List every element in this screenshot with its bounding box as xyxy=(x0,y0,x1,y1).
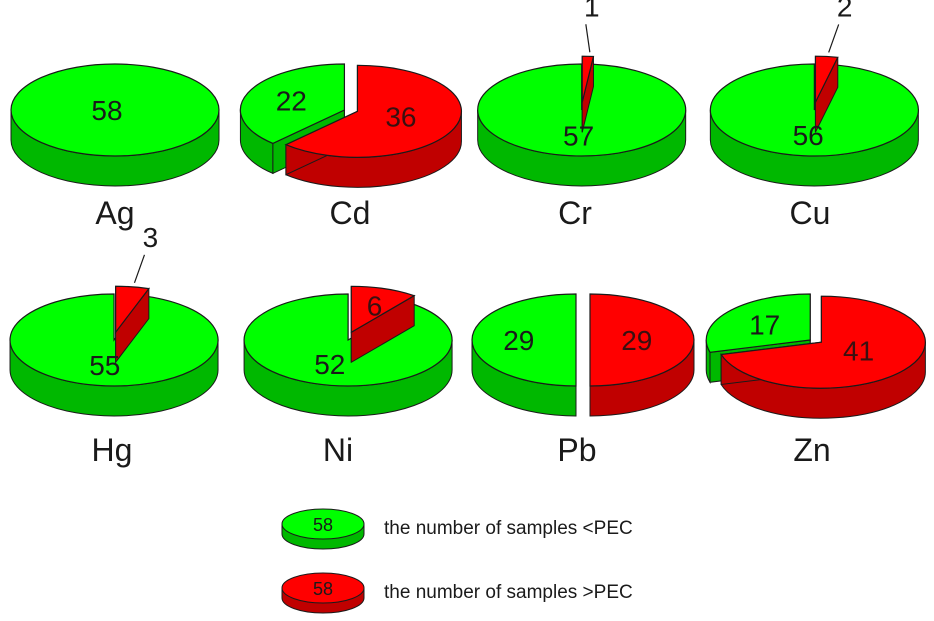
pie-value-below: 58 xyxy=(91,95,122,126)
pie-cr: 57 1 xyxy=(477,0,687,187)
pie-label-pb: Pb xyxy=(557,432,597,468)
pie-value-below: 57 xyxy=(563,120,594,151)
pie-cu: 56 2 xyxy=(709,0,919,187)
legend-swatch-value: 58 xyxy=(313,515,333,535)
pie-label-zn: Zn xyxy=(793,432,831,468)
pie-label-cr: Cr xyxy=(558,195,592,231)
pie-value-above: 41 xyxy=(843,336,874,367)
pie-value-below: 52 xyxy=(314,349,345,380)
pie-label-hg: Hg xyxy=(91,432,133,468)
legend-item-below-pec: 58 the number of samples <PEC xyxy=(280,506,633,552)
pie-value-above: 1 xyxy=(584,0,600,22)
pie-value-above: 3 xyxy=(143,222,159,253)
legend-label-below-pec: the number of samples <PEC xyxy=(384,518,633,539)
legend-swatch-value: 58 xyxy=(313,579,333,599)
pie-value-below: 55 xyxy=(89,350,120,381)
pie-ag: 58 xyxy=(10,63,220,187)
pie-label-cd: Cd xyxy=(329,195,371,231)
pie-value-above: 2 xyxy=(837,0,853,22)
pie-pb: 29 29 xyxy=(471,293,695,417)
pie-label-ni: Ni xyxy=(322,432,354,468)
pie-hg: 55 3 xyxy=(9,222,219,417)
legend-swatch-below-pec: 58 xyxy=(281,508,365,550)
pie-ni: 52 6 xyxy=(243,285,453,417)
pie-value-below: 22 xyxy=(276,86,307,117)
pie-value-below: 29 xyxy=(503,325,534,356)
legend-swatch-above-pec: 58 xyxy=(281,572,365,614)
legend-item-above-pec: 58 the number of samples >PEC xyxy=(280,570,633,616)
pie-value-below: 17 xyxy=(749,310,780,341)
pie-value-below: 56 xyxy=(793,120,824,151)
pie-label-ag: Ag xyxy=(95,195,135,231)
pie-value-above: 29 xyxy=(621,325,652,356)
pie-cd: 22 36 xyxy=(239,63,462,188)
pie-value-above: 6 xyxy=(367,290,383,321)
pie-label-cu: Cu xyxy=(789,195,831,231)
legend-label-above-pec: the number of samples >PEC xyxy=(384,582,633,603)
pie-value-above: 36 xyxy=(385,101,416,132)
